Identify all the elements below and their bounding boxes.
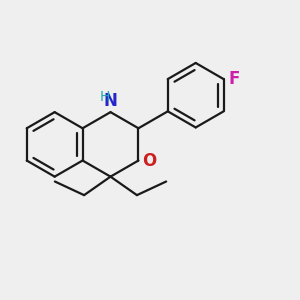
Text: N: N [103, 92, 117, 110]
Text: H: H [99, 90, 110, 104]
Text: F: F [229, 70, 240, 88]
Text: O: O [142, 152, 156, 169]
